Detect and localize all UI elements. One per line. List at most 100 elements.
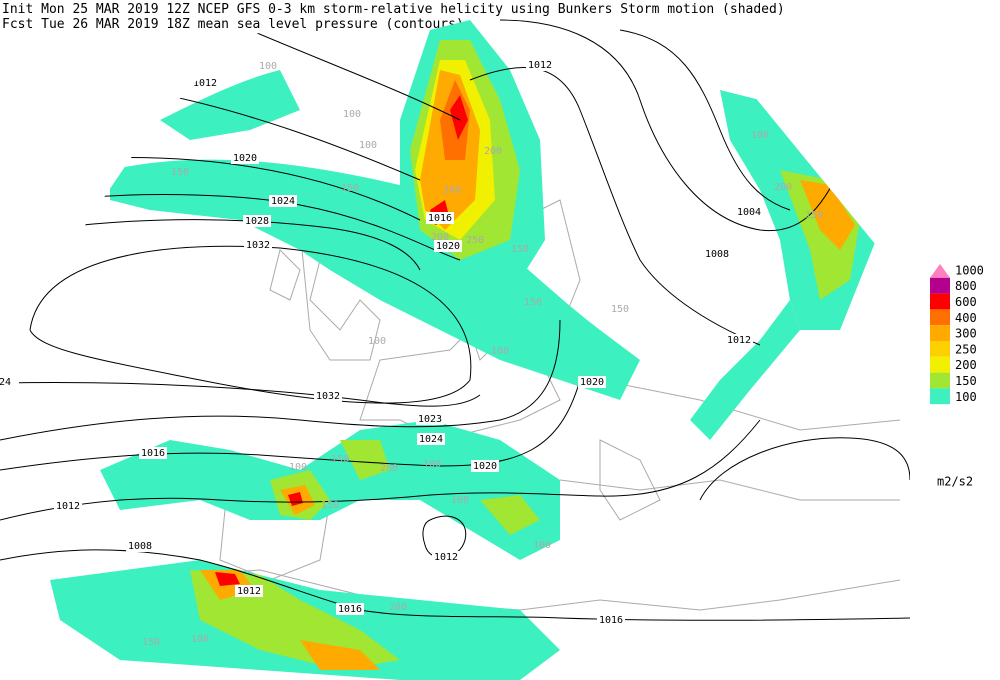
legend-label: 100 [955,390,977,404]
helicity-label: 100 [343,109,361,120]
legend-unit: m2/s2 [937,475,973,489]
legend-label: 300 [955,327,977,341]
helicity-label: 100 [359,140,377,151]
label-background [417,433,445,445]
isobar-label: 1016 [428,213,452,224]
isobar-label: 1012 [727,335,751,346]
helicity-label: 200 [431,232,449,243]
label-background [526,59,554,71]
helicity-label: 200 [484,146,502,157]
isobar-label: 1032 [316,391,340,402]
helicity-label: 100 [289,462,307,473]
isobar-label: 1032 [246,240,270,251]
helicity-label: 200 [380,463,398,474]
label-background [735,206,763,218]
isobar-label: 1016 [141,448,165,459]
helicity-label: 100 [533,540,551,551]
legend-swatch [930,372,950,389]
label-background [235,585,263,597]
isobar-label: 1008 [128,541,152,552]
isobar-label: 1024 [271,196,295,207]
label-background [314,390,342,402]
map-area: 1012102010241028103210121016102010041008… [0,19,910,680]
isobar-label: 1020 [436,241,460,252]
label-background [191,77,219,89]
helicity-label: 150 [341,183,359,194]
label-background [597,614,625,626]
legend-swatch [930,356,950,373]
isobar-label: 1020 [580,377,604,388]
helicity-label: 100 [423,459,441,470]
legend-swatch [930,325,950,341]
legend-swatch [930,341,950,357]
helicity-label: 150 [142,637,160,648]
label-background [432,551,460,563]
helicity-label: 100 [491,346,509,357]
isobar-label: 1012 [193,78,217,89]
legend-label: 200 [955,358,977,372]
label-background [336,603,364,615]
label-background [426,212,454,224]
legend-label: 250 [955,342,977,356]
helicity-label: 150 [331,454,349,465]
isobar-label: 24 [0,377,11,388]
isobar-label: 1008 [705,249,729,260]
helicity-label: 200 [774,182,792,193]
helicity-label: 150 [171,167,189,178]
helicity-shading [50,20,880,680]
label-background [231,152,259,164]
label-background [54,500,82,512]
isobar-label: 1024 [419,434,443,445]
isobar-label: 1004 [737,207,761,218]
legend-swatch [930,388,950,405]
isobar-label: 1020 [473,461,497,472]
isobar-label: 1016 [599,615,623,626]
label-background [0,376,19,388]
label-background [244,239,272,251]
legend-label: 600 [955,295,977,309]
helicity-label: 100 [368,336,386,347]
isobar-label: 1012 [56,501,80,512]
helicity-label: 250 [466,235,484,246]
label-background [243,215,271,227]
helicity-label: 300 [443,185,461,196]
isobar-label: 1012 [237,586,261,597]
legend-label: 150 [955,374,977,388]
isobar-labels: 1012102010241028103210121016102010041008… [0,59,763,626]
label-background [269,195,297,207]
legend-label: 1000 [955,263,984,277]
helicity-label: 100 [751,130,769,141]
label-background [471,460,499,472]
helicity-label: 150 [805,210,823,221]
legend-swatch [930,309,950,326]
legend-swatch [930,264,950,278]
legend-swatch [930,293,950,310]
header-line: Init Mon 25 MAR 2019 12Z NCEP GFS 0-3 km… [2,2,785,17]
header-line: Fcst Tue 26 MAR 2019 18Z mean sea level … [2,17,464,32]
label-background [126,540,154,552]
isobar-label: 1023 [418,414,442,425]
label-background [434,240,462,252]
helicity-label: 100 [191,634,209,645]
label-background [725,334,753,346]
legend-label: 800 [955,279,977,293]
isobar-label: 1012 [434,552,458,563]
helicity-label: 100 [451,495,469,506]
helicity-label: 150 [524,297,542,308]
legend-label: 400 [955,311,977,325]
helicity-label: 200 [389,602,407,613]
label-background [139,447,167,459]
isobar-label: 1016 [338,604,362,615]
label-background [703,248,731,260]
isobar-label: 1028 [245,216,269,227]
isobar-label: 1012 [528,60,552,71]
isobar-label: 1020 [233,153,257,164]
legend-swatch [930,277,950,294]
label-background [578,376,606,388]
helicity-label: 150 [611,304,629,315]
helicity-label: 100 [259,61,277,72]
